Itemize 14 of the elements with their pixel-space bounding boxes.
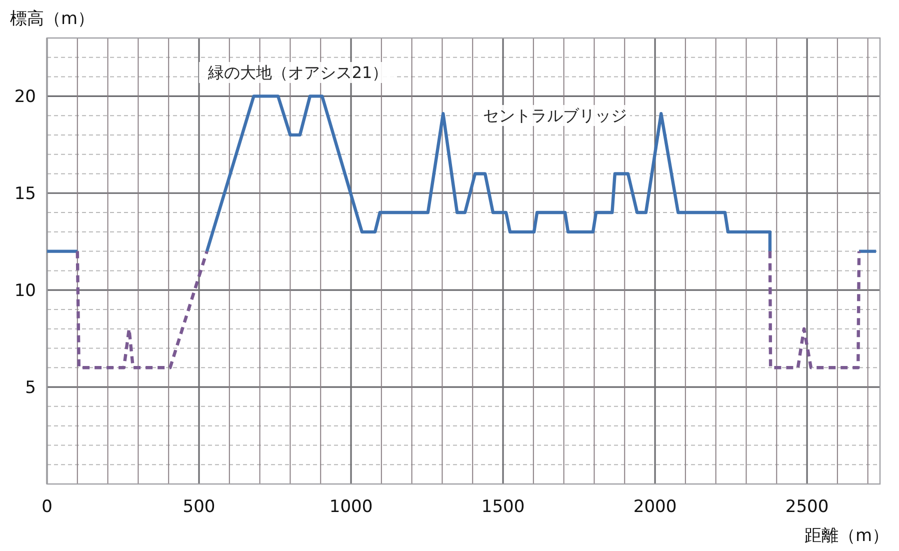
x-tick-label: 0 (42, 497, 52, 517)
x-axis-title: 距離（m） (804, 526, 889, 546)
y-tick-label: 5 (25, 378, 36, 398)
x-tick-label: 1500 (481, 497, 525, 517)
x-tick-label: 2500 (785, 497, 829, 517)
y-tick-label: 10 (14, 281, 36, 302)
y-tick-label: 15 (14, 184, 36, 204)
x-tick-label: 500 (182, 497, 216, 517)
x-tick-label: 2000 (633, 497, 677, 517)
annotation: セントラルブリッジ (483, 106, 627, 125)
y-tick-label: 20 (14, 87, 36, 108)
annotation: 緑の大地（オアシス21） (206, 63, 388, 82)
x-tick-label: 1000 (329, 497, 373, 517)
y-axis-title: 標高（m） (10, 9, 95, 29)
